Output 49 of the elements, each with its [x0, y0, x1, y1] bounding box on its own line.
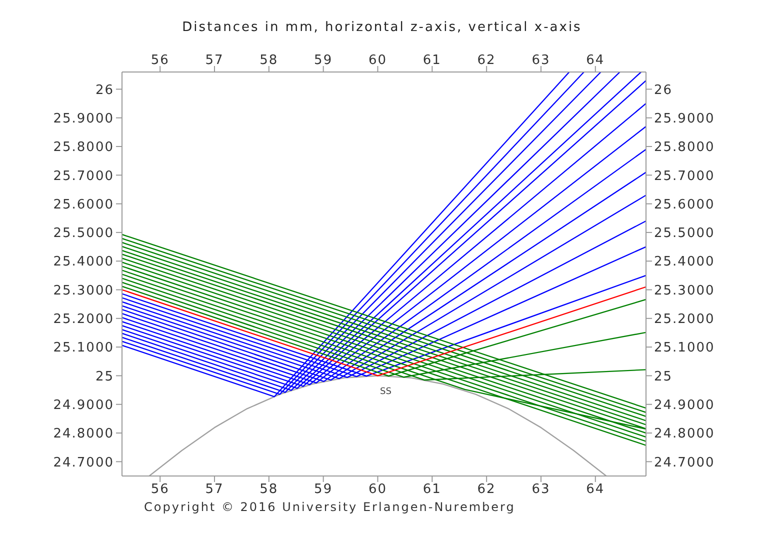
y2-tick-label: 25.4000 [654, 254, 715, 270]
y-tick-label: 24.9000 [53, 398, 114, 413]
x2-tick-label: 56 [150, 482, 170, 498]
y2-tick-label: 25.7000 [654, 168, 715, 184]
y-tick-label: 25.8000 [53, 140, 114, 156]
x2-tick-label: 59 [314, 482, 333, 498]
y-tick-label: 24.7000 [53, 455, 114, 470]
x-tick-label: 58 [260, 53, 278, 68]
x2-tick-label: 61 [422, 482, 442, 498]
y-tick-label: 25.7000 [53, 168, 114, 184]
y-tick-label: 24.8000 [53, 426, 114, 442]
text: Copyright © 2016 University Erlangen-Nuremberg [143, 500, 516, 514]
y2-tick-label: 25.3000 [654, 283, 715, 298]
y2-tick-label: 25.6000 [654, 197, 715, 212]
x2-tick-label: 58 [260, 482, 278, 498]
x2-tick-label: 62 [477, 482, 496, 498]
x2-tick-label: 63 [532, 482, 550, 498]
y-tick-label: 26 [95, 82, 114, 98]
x-tick-label: 57 [205, 53, 224, 68]
y-tick-label: 25.6000 [53, 197, 114, 212]
y-tick-label: 25 [95, 369, 114, 384]
y2-tick-label: 24.9000 [654, 398, 715, 413]
y2-tick-label: 25.8000 [654, 140, 715, 156]
y2-tick-label: 24.8000 [654, 426, 715, 442]
x-tick-label: 64 [586, 53, 605, 68]
x-tick-label: 60 [368, 53, 388, 68]
y-tick-label: 25.4000 [53, 254, 114, 270]
y2-tick-label: 25.5000 [654, 226, 715, 242]
y2-tick-label: 25 [654, 369, 673, 384]
y-tick-label: 25.3000 [53, 283, 114, 298]
y-tick-label: 25.9000 [53, 111, 114, 126]
y2-tick-label: 25.9000 [654, 111, 715, 126]
x2-tick-label: 60 [368, 482, 388, 498]
chart-title: Distances in mm, horizontal z-axis, vertical x-axis [182, 20, 582, 35]
y2-tick-label: 24.7000 [654, 455, 715, 470]
y-tick-label: 25.2000 [53, 312, 114, 328]
x-tick-label: 56 [150, 53, 170, 68]
y2-tick-label: 25.1000 [654, 340, 715, 356]
annotation: SS [380, 387, 392, 397]
x-tick-label: 61 [422, 53, 442, 68]
x2-tick-label: 64 [586, 482, 605, 498]
x2-tick-label: 57 [205, 482, 224, 498]
y2-tick-label: 26 [654, 82, 673, 98]
x-tick-label: 59 [314, 53, 333, 68]
y-tick-label: 25.1000 [53, 340, 114, 356]
x-tick-label: 63 [532, 53, 550, 68]
y-tick-label: 25.5000 [53, 226, 114, 242]
x-tick-label: 62 [477, 53, 496, 68]
y2-tick-label: 25.2000 [654, 312, 715, 328]
